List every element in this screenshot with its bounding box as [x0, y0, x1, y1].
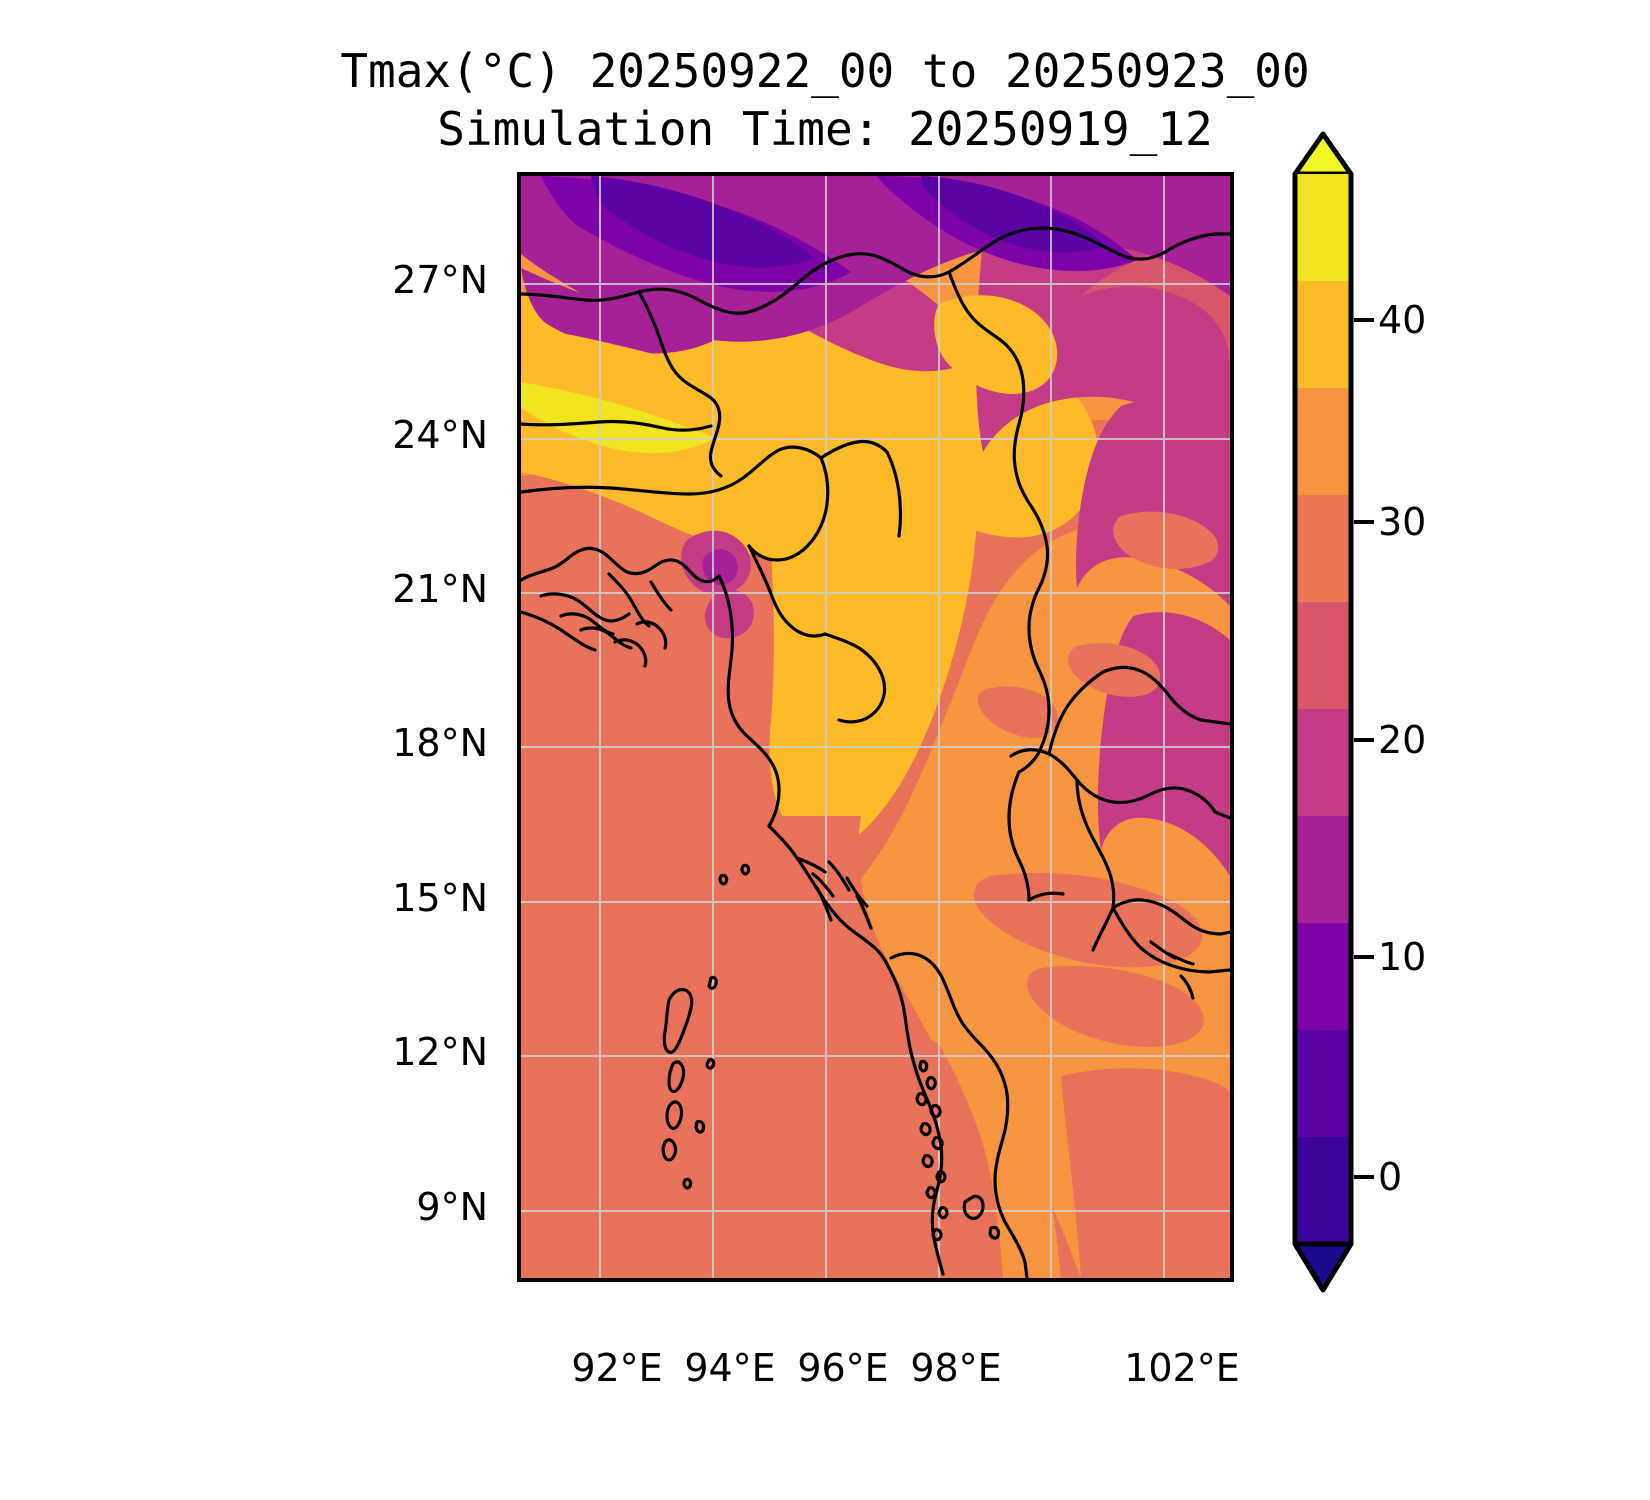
colorbar-tick-label-40: 40	[1378, 298, 1427, 342]
colorbar-gradient	[1292, 131, 1354, 1293]
colorbar-tick-label-30: 30	[1378, 500, 1427, 544]
coastline-layer	[521, 226, 1230, 1278]
colorbar-tick-mark-10	[1354, 955, 1374, 959]
y-tick-21N: 21°N	[392, 567, 488, 611]
colorbar[interactable]: 40 30 20 10 0	[1292, 130, 1426, 1326]
y-tick-18N: 18°N	[392, 721, 488, 765]
map-plot-area	[521, 176, 1230, 1278]
title-line-2: Simulation Time: 20250919_12	[437, 102, 1213, 156]
x-tick-92E: 92°E	[571, 1346, 663, 1390]
x-tick-94E: 94°E	[684, 1346, 776, 1390]
y-tick-9N: 9°N	[416, 1185, 488, 1229]
y-tick-24N: 24°N	[392, 413, 488, 457]
colorbar-tick-label-0: 0	[1378, 1155, 1403, 1199]
colorbar-tick-label-20: 20	[1378, 718, 1427, 762]
colorbar-tick-mark-20	[1354, 738, 1374, 742]
colorbar-tick-mark-40	[1354, 318, 1374, 322]
y-tick-27N: 27°N	[392, 258, 488, 302]
x-tick-96E: 96°E	[797, 1346, 889, 1390]
y-tick-15N: 15°N	[392, 876, 488, 920]
colorbar-tick-mark-30	[1354, 520, 1374, 524]
y-tick-12N: 12°N	[392, 1030, 488, 1074]
temperature-field	[521, 176, 1230, 1278]
colorbar-tick-mark-0	[1354, 1175, 1374, 1179]
x-tick-98E: 98°E	[910, 1346, 1002, 1390]
figure-title: Tmax(°C) 20250922_00 to 20250923_00 Simu…	[0, 42, 1650, 158]
x-tick-102E: 102°E	[1124, 1346, 1240, 1390]
colorbar-tick-label-10: 10	[1378, 935, 1427, 979]
title-line-1: Tmax(°C) 20250922_00 to 20250923_00	[340, 44, 1310, 98]
map-axes	[517, 172, 1234, 1282]
